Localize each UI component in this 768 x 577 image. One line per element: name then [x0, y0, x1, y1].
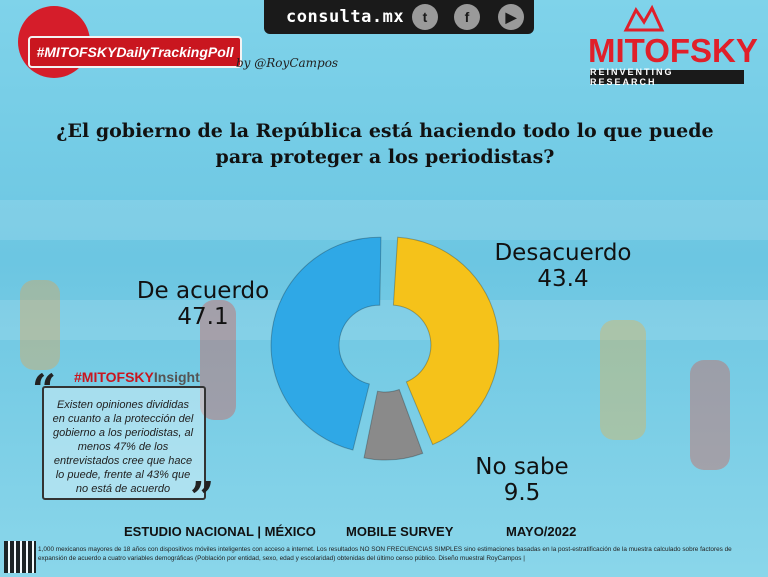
label-no-sabe-name: No sabe	[475, 454, 569, 480]
label-de-acuerdo: De acuerdo 47.1	[128, 278, 278, 330]
label-no-sabe: No sabe 9.5	[462, 454, 582, 506]
raised-hand-decoration	[600, 320, 646, 440]
chart-title: ¿El gobierno de la República está hacien…	[56, 120, 714, 168]
logo-emblem-icon	[623, 4, 665, 32]
byline: by @RoyCampos	[236, 56, 339, 70]
quote-close-icon: ”	[190, 473, 215, 522]
qr-code-icon	[4, 541, 36, 573]
mitofsky-logo: MITOFSKY	[588, 32, 758, 69]
insight-title-main: #MITOFSKY	[74, 369, 154, 385]
quote-open-icon: “	[32, 365, 57, 414]
twitter-icon[interactable]: t	[412, 4, 438, 30]
hashtag-label: #MITOFSKYDailyTrackingPoll	[28, 36, 242, 68]
hashtag-badge: #MITOFSKYDailyTrackingPoll	[14, 6, 242, 80]
methodology-note: 1,000 mexicanos mayores de 18 años con d…	[38, 546, 732, 562]
insight-title: #MITOFSKYInsight	[74, 369, 200, 385]
raised-hand-decoration	[20, 280, 60, 370]
method-label: MOBILE SURVEY	[346, 524, 454, 539]
background-band	[0, 200, 768, 240]
label-desacuerdo-name: Desacuerdo	[494, 240, 632, 266]
label-de-acuerdo-name: De acuerdo	[136, 278, 270, 304]
insight-title-suffix: Insight	[153, 369, 200, 385]
slice-de-acuerdo	[270, 236, 382, 451]
label-desacuerdo-value: 43.4	[537, 266, 589, 292]
study-label: ESTUDIO NACIONAL | MÉXICO	[124, 524, 316, 539]
youtube-icon[interactable]: ▶	[498, 4, 524, 30]
label-de-acuerdo-value: 47.1	[177, 304, 229, 330]
raised-hand-decoration	[200, 300, 236, 420]
date-label: MAYO/2022	[506, 524, 577, 539]
insight-box	[42, 386, 206, 500]
label-desacuerdo: Desacuerdo 43.4	[488, 240, 638, 292]
slice-no-sabe	[363, 388, 424, 461]
top-bar: consulta.mx t f ▶	[264, 0, 534, 34]
slice-desacuerdo	[392, 236, 500, 446]
microphone-decoration	[690, 360, 730, 470]
label-no-sabe-value: 9.5	[503, 480, 541, 506]
facebook-icon[interactable]: f	[454, 4, 480, 30]
logo-tagline: REINVENTING RESEARCH	[590, 67, 744, 87]
insight-text: Existen opiniones divididas en cuanto a …	[52, 399, 194, 495]
background-band	[0, 300, 768, 340]
site-link[interactable]: consulta.mx	[286, 7, 405, 27]
